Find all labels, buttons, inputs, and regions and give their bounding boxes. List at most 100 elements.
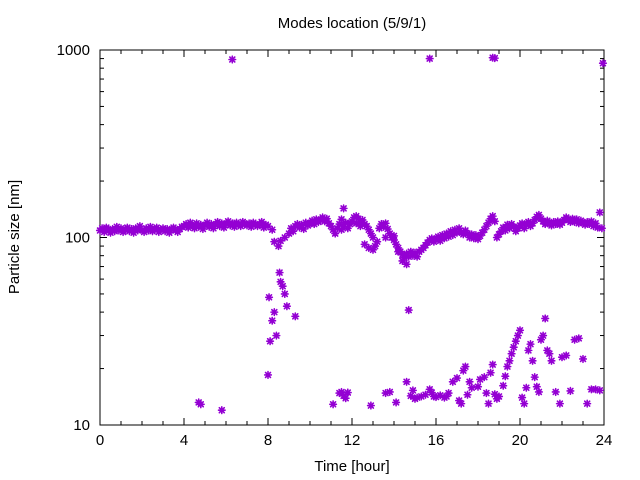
data-point	[459, 366, 468, 375]
data-point	[224, 217, 233, 226]
data-point	[272, 331, 281, 340]
data-point	[371, 241, 380, 251]
data-point	[503, 362, 512, 371]
data-point	[467, 383, 476, 392]
data-point	[463, 390, 472, 399]
data-point	[343, 224, 352, 233]
data-point	[360, 240, 369, 249]
data-point	[578, 354, 588, 364]
data-point	[417, 392, 426, 401]
x-tick-label: 0	[96, 432, 104, 449]
data-point	[100, 227, 109, 237]
data-point	[545, 349, 554, 358]
data-point	[268, 225, 277, 234]
data-point	[465, 377, 474, 386]
data-point	[583, 399, 592, 408]
data-point	[490, 54, 499, 63]
data-point	[528, 356, 537, 365]
data-point	[486, 368, 495, 377]
data-point	[513, 331, 522, 340]
data-point	[515, 326, 525, 335]
data-point	[289, 227, 298, 236]
data-point	[476, 375, 485, 384]
data-point	[425, 54, 434, 63]
data-point	[482, 388, 491, 398]
data-point	[392, 398, 401, 407]
data-point	[322, 214, 331, 223]
data-point	[129, 228, 138, 237]
data-point	[257, 217, 266, 227]
data-point	[436, 236, 445, 245]
data-point	[389, 231, 399, 240]
data-point	[385, 387, 394, 397]
data-point	[217, 406, 226, 415]
data-point	[196, 400, 205, 409]
data-point	[358, 215, 367, 225]
data-point	[595, 208, 604, 217]
data-point	[421, 390, 430, 399]
data-points	[95, 53, 608, 415]
data-point	[448, 377, 457, 386]
data-point	[551, 387, 560, 397]
data-point	[574, 334, 583, 343]
data-point	[499, 381, 508, 390]
data-point	[373, 237, 382, 246]
data-point	[310, 219, 319, 229]
data-point	[501, 226, 510, 235]
data-point	[520, 399, 529, 408]
x-tick-label: 8	[264, 432, 272, 449]
data-point	[228, 55, 237, 64]
data-point	[595, 386, 604, 395]
x-tick-label: 4	[180, 432, 188, 449]
data-point	[263, 370, 273, 380]
data-point	[381, 219, 390, 228]
data-point	[278, 282, 287, 291]
x-tick-label: 12	[344, 432, 361, 449]
y-tick-label: 10	[73, 417, 90, 434]
data-point	[341, 394, 350, 403]
data-point	[337, 215, 346, 224]
data-point	[598, 59, 608, 68]
data-point	[431, 392, 441, 402]
data-point	[461, 362, 470, 371]
data-point	[266, 337, 275, 346]
x-tick-label: 24	[596, 432, 613, 449]
data-point	[356, 222, 365, 231]
data-point	[408, 386, 417, 395]
y-axis-label: Particle size [nm]	[6, 180, 23, 294]
data-point	[509, 343, 518, 352]
data-point	[541, 314, 550, 323]
data-point	[268, 316, 277, 325]
x-tick-label: 16	[428, 432, 445, 449]
data-point	[597, 224, 606, 233]
data-point	[275, 268, 284, 277]
data-point	[402, 260, 411, 269]
data-point	[562, 351, 571, 360]
data-point	[236, 222, 245, 231]
data-point	[383, 224, 392, 234]
x-axis-label: Time [hour]	[314, 458, 389, 475]
data-point	[534, 387, 543, 397]
data-point	[284, 229, 294, 238]
data-point	[566, 386, 575, 396]
data-point	[536, 335, 546, 344]
data-point	[436, 391, 445, 400]
data-point	[404, 306, 413, 315]
plot-area-frame	[99, 49, 605, 426]
data-point	[339, 204, 348, 213]
data-point	[530, 373, 539, 382]
data-point	[394, 247, 403, 256]
data-point	[473, 382, 483, 391]
data-point	[366, 401, 375, 410]
data-point	[329, 400, 338, 409]
data-point	[270, 237, 279, 246]
data-point	[276, 236, 285, 245]
data-point	[488, 212, 497, 221]
data-point	[280, 289, 289, 299]
data-point	[413, 252, 422, 261]
data-point	[247, 222, 256, 231]
data-point	[352, 212, 361, 221]
data-point	[539, 331, 548, 340]
data-point	[526, 340, 535, 349]
